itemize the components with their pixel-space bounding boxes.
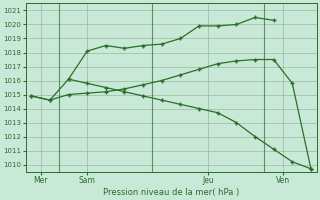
X-axis label: Pression niveau de la mer( hPa ): Pression niveau de la mer( hPa ) (103, 188, 239, 197)
